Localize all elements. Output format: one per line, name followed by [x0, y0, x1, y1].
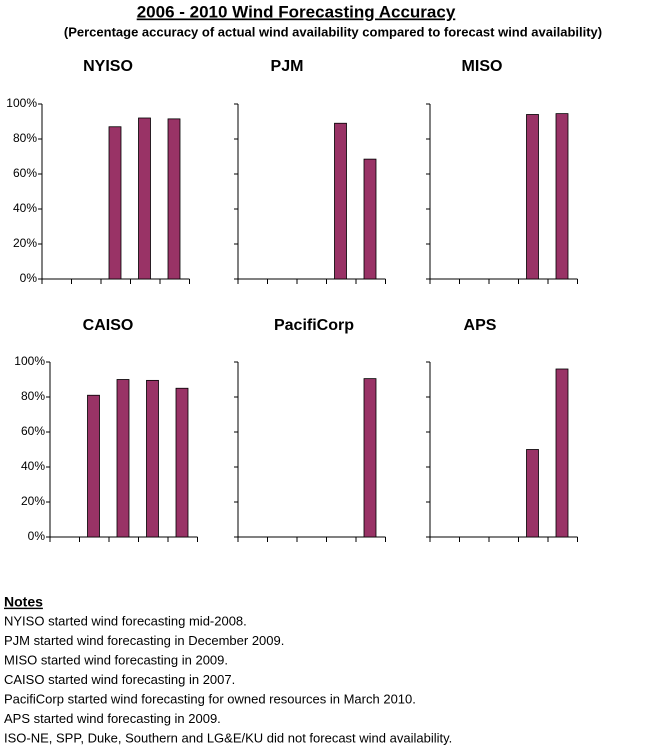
- y-tick-label: 100%: [14, 354, 45, 368]
- y-tick-label: 20%: [13, 236, 37, 250]
- bar: [167, 118, 181, 280]
- bar: [363, 378, 377, 538]
- bar: [108, 126, 122, 280]
- note-line: PacifiCorp started wind forecasting for …: [4, 691, 416, 706]
- y-tick-label: 0%: [20, 271, 38, 285]
- title: 2006 - 2010 Wind Forecasting Accuracy: [137, 2, 456, 21]
- panel-title: APS: [464, 317, 497, 334]
- y-tick-label: 20%: [21, 494, 45, 508]
- bar: [363, 158, 377, 280]
- bar: [555, 368, 569, 538]
- note-line: PJM started wind forecasting in December…: [4, 633, 284, 648]
- bar: [555, 113, 569, 280]
- panel-title: NYISO: [83, 58, 133, 75]
- note-line: NYISO started wind forecasting mid-2008.: [4, 613, 247, 628]
- y-tick-label: 40%: [21, 459, 45, 473]
- bar: [526, 114, 539, 280]
- bar: [526, 449, 539, 538]
- subtitle: (Percentage accuracy of actual wind avai…: [64, 24, 602, 39]
- note-line: ISO-NE, SPP, Duke, Southern and LG&E/KU …: [4, 730, 452, 745]
- note-line: CAISO started wind forecasting in 2007.: [4, 672, 235, 687]
- notes-heading: Notes: [4, 594, 43, 610]
- y-tick-label: 80%: [13, 131, 37, 145]
- bar: [146, 379, 159, 538]
- panel-title: MISO: [462, 58, 503, 75]
- y-tick-label: 60%: [13, 166, 37, 180]
- bar: [87, 394, 100, 538]
- panel-title: PJM: [271, 58, 304, 75]
- bar: [138, 117, 151, 280]
- bar: [334, 122, 347, 280]
- bar: [116, 379, 130, 538]
- y-tick-label: 60%: [21, 424, 45, 438]
- y-tick-label: 0%: [28, 529, 46, 543]
- note-line: MISO started wind forecasting in 2009.: [4, 652, 228, 667]
- y-tick-label: 40%: [13, 201, 37, 215]
- bar: [175, 387, 189, 538]
- y-tick-label: 100%: [6, 96, 37, 110]
- panel-title: CAISO: [83, 317, 134, 334]
- y-tick-label: 80%: [21, 389, 45, 403]
- panel-title: PacifiCorp: [274, 317, 354, 334]
- note-line: APS started wind forecasting in 2009.: [4, 711, 221, 726]
